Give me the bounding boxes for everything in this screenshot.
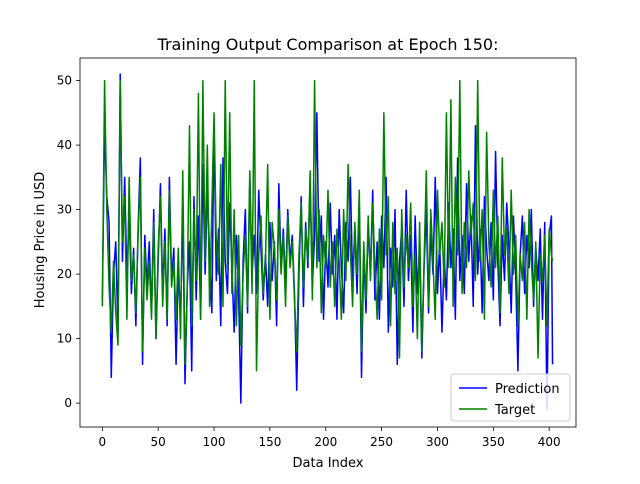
x-tick-label: 150 xyxy=(258,435,281,449)
y-tick-label: 30 xyxy=(57,203,72,217)
chart-title: Training Output Comparison at Epoch 150: xyxy=(157,35,499,54)
legend: Prediction Target xyxy=(450,373,571,422)
legend-label-target: Target xyxy=(494,403,535,418)
x-tick-label: 400 xyxy=(538,435,561,449)
x-axis-ticks: 0 50 100 150 200 250 300 350 400 xyxy=(99,427,561,449)
x-axis-label: Data Index xyxy=(293,456,364,471)
x-tick-label: 350 xyxy=(482,435,505,449)
series-line-prediction xyxy=(101,73,554,411)
x-tick-label: 250 xyxy=(370,435,393,449)
legend-label-prediction: Prediction xyxy=(495,382,560,397)
y-tick-label: 50 xyxy=(57,74,72,88)
axes-frame xyxy=(79,57,577,428)
y-tick-label: 10 xyxy=(57,332,72,346)
y-tick-label: 0 xyxy=(64,396,72,410)
plot-area xyxy=(101,73,554,411)
x-tick-label: 0 xyxy=(99,435,107,449)
y-tick-label: 20 xyxy=(57,267,72,281)
x-tick-label: 200 xyxy=(314,435,337,449)
y-tick-label: 40 xyxy=(57,138,72,152)
y-axis-ticks: 0 10 20 30 40 50 xyxy=(57,74,80,410)
series-line-target xyxy=(101,79,554,372)
x-tick-label: 100 xyxy=(203,435,226,449)
y-axis-label: Housing Price in USD xyxy=(33,172,48,309)
x-tick-label: 50 xyxy=(151,435,166,449)
x-tick-label: 300 xyxy=(426,435,449,449)
